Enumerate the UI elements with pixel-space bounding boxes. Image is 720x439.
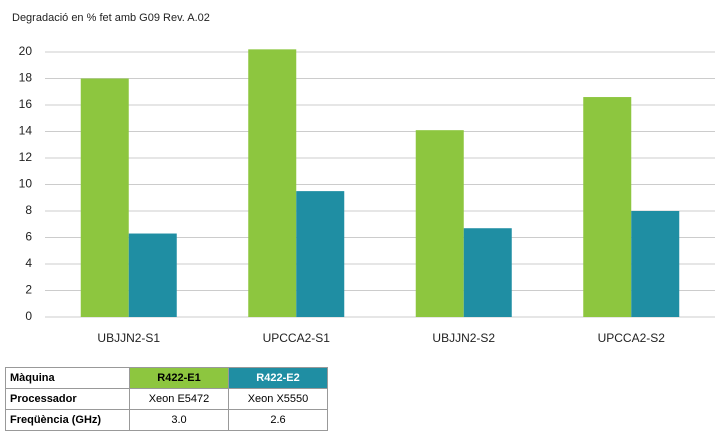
bar [296, 191, 345, 317]
cell: Xeon E5472 [129, 388, 229, 410]
y-tick-label: 10 [19, 177, 33, 191]
chart: Degradació en % fet amb G09 Rev. A.02 0 2… [12, 12, 715, 345]
y-tick-label: 12 [19, 150, 33, 164]
x-tick-label: UBJJN2-S2 [432, 331, 495, 345]
table-row: Freqüència (GHz) 3.0 2.6 [5, 409, 328, 431]
y-tick-label: 2 [25, 283, 32, 297]
x-tick-label: UPCCA2-S1 [263, 331, 331, 345]
y-tick-label: 16 [19, 97, 33, 111]
cell: 2.6 [228, 409, 328, 431]
y-tick-label: 20 [19, 44, 33, 58]
x-tick-label: UPCCA2-S2 [598, 331, 666, 345]
y-tick-label: 6 [25, 230, 32, 244]
cell: Xeon X5550 [228, 388, 328, 410]
bar [631, 211, 680, 317]
y-tick-label: 8 [25, 203, 32, 217]
table-row: Màquina R422-E1 R422-E2 [5, 367, 328, 389]
row-header: Freqüència (GHz) [5, 409, 130, 431]
series-cell: R422-E2 [228, 367, 328, 389]
series-cell: R422-E1 [129, 367, 229, 389]
spec-table: Màquina R422-E1 R422-E2 Processador Xeon… [5, 367, 328, 431]
row-header: Processador [5, 388, 130, 410]
bar [80, 78, 129, 317]
y-tick-label: 14 [19, 124, 33, 138]
cell: 3.0 [129, 409, 229, 431]
table-row: Processador Xeon E5472 Xeon X5550 [5, 388, 328, 410]
bar [415, 130, 464, 317]
row-header: Màquina [5, 367, 130, 389]
bar [128, 233, 177, 317]
y-tick-label: 0 [25, 309, 32, 323]
bar [248, 49, 297, 317]
chart-title: Degradació en % fet amb G09 Rev. A.02 [12, 12, 210, 24]
bar [583, 97, 632, 317]
y-tick-label: 18 [19, 71, 33, 85]
bar [463, 228, 512, 317]
y-tick-label: 4 [25, 256, 32, 270]
x-tick-label: UBJJN2-S1 [97, 331, 160, 345]
